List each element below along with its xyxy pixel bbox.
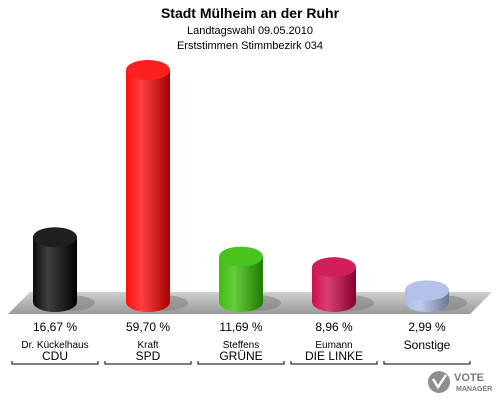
bar-die-linke [312, 257, 374, 312]
bar-top [219, 246, 263, 267]
category-bracket [290, 361, 378, 365]
party-label: SPD [136, 349, 161, 363]
bar-top [312, 257, 356, 278]
logo-text-vote: VOTE [454, 372, 484, 384]
value-label: 2,99 % [408, 320, 446, 334]
chart-title: Stadt Mülheim an der Ruhr [161, 5, 340, 21]
value-label: 59,70 % [126, 320, 170, 334]
value-label: 16,67 % [33, 320, 77, 334]
bar-spd [126, 60, 188, 312]
bar-body [33, 237, 77, 312]
logo-text-manager: MANAGER [456, 386, 492, 393]
category-bracket [11, 361, 99, 365]
candidate-label: Kraft [137, 340, 158, 351]
party-label: Sonstige [404, 338, 451, 352]
bar-top [126, 60, 170, 80]
value-label: 11,69 % [219, 320, 262, 334]
bar-body [312, 267, 356, 312]
category-bracket [104, 361, 192, 365]
bar-body [219, 256, 263, 312]
bar-cdu [33, 227, 95, 312]
value-label: 8,96 % [315, 320, 353, 334]
candidate-label: Dr. Kückelhaus [21, 340, 88, 351]
category-bracket [383, 361, 471, 365]
candidate-label: Eumann [315, 340, 352, 351]
category-bracket [197, 361, 285, 365]
vote-manager-logo: VOTE MANAGER [428, 371, 492, 393]
party-label: DIE LINKE [305, 349, 363, 363]
bar-gr-ne [219, 246, 281, 312]
party-label: GRÜNE [219, 349, 262, 363]
bars-group [33, 60, 467, 312]
bar-sonstige [405, 280, 467, 312]
candidate-label: Steffens [223, 340, 260, 351]
bar-body [126, 70, 170, 312]
chart-subtitle-date: Landtagswahl 09.05.2010 [187, 25, 313, 37]
bar-top [33, 227, 77, 248]
chart-subtitle-district: Erststimmen Stimmbezirk 034 [177, 40, 323, 52]
party-label: CDU [42, 349, 68, 363]
bar-top [405, 280, 449, 301]
